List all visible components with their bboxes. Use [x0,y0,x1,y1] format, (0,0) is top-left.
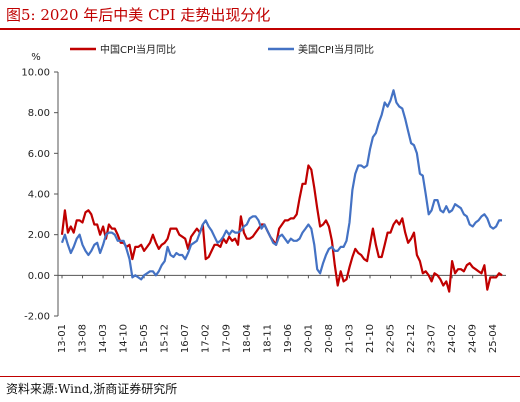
y-tick-label: 4.00 [28,190,50,201]
x-tick-label: 20-01 [303,324,314,353]
x-tick-label: 15-12 [160,324,171,353]
x-tick-label: 22-05 [386,324,397,353]
legend-label: 美国CPI当月同比 [298,43,374,56]
x-tick-label: 17-02 [201,324,212,353]
y-tick-label: 0.00 [28,271,50,282]
x-tick-label: 16-07 [180,324,191,353]
y-tick-label: -2.00 [24,312,50,323]
series-line-us-cpi [60,89,502,281]
x-tick-label: 14-03 [98,324,109,353]
y-tick-label: 8.00 [28,108,50,119]
x-tick-label: 20-08 [324,324,335,353]
x-tick-label: 23-07 [427,324,438,353]
chart-series-layer [60,89,503,293]
chart-legend: 中国CPI当月同比 美国CPI当月同比 [70,43,374,56]
source-note: 资料来源:Wind,浙商证券研究所 [6,382,178,396]
x-tick-label: 13-01 [57,324,68,353]
series-line-china-cpi [60,164,503,293]
x-tick-label: 15-05 [139,324,150,353]
title-rule [0,28,520,30]
x-tick-label: 21-03 [344,324,355,353]
y-tick-label: 6.00 [28,149,50,160]
x-tick-label: 24-09 [468,324,479,353]
x-tick-label: 22-12 [406,324,417,353]
x-tick-label: 25-04 [488,324,499,353]
legend-label: 中国CPI当月同比 [100,43,176,56]
chart-axes: % 10.00 8.00 6.00 4.00 2.00 0.00 -2.00 13-01 13-0… [21,52,506,353]
x-tick-label: 14-10 [119,324,130,353]
source-rule [0,376,520,377]
x-tick-label: 21-10 [365,324,376,353]
y-tick-label: 2.00 [28,230,50,241]
x-tick-label: 18-04 [242,324,253,353]
y-axis-unit-label: % [31,52,41,63]
figure-title: 图5: 2020 年后中美 CPI 走势出现分化 [6,6,271,24]
x-tick-label: 17-09 [221,324,232,353]
x-tick-label: 18-11 [262,324,273,353]
y-tick-label: 10.00 [21,68,50,79]
x-tick-label: 24-02 [447,324,458,353]
x-tick-label: 13-08 [78,324,89,353]
x-tick-label: 19-06 [283,324,294,353]
